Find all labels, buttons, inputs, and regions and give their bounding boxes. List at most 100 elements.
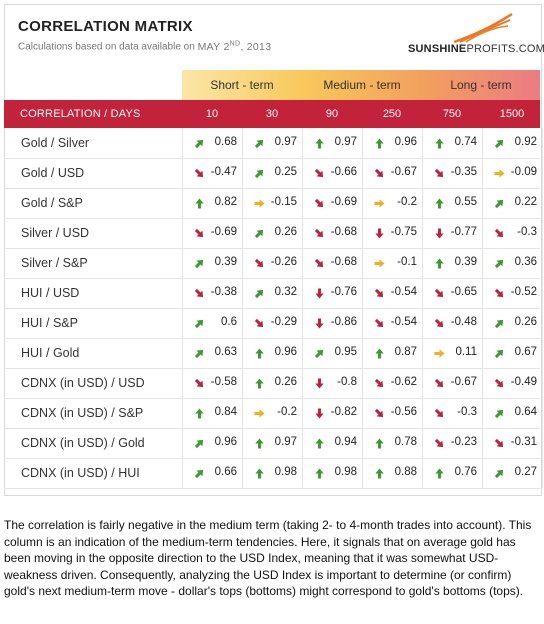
trend-up-right-icon xyxy=(494,199,504,209)
correlation-cell: 0.55 xyxy=(422,188,482,218)
correlation-value: -0.68 xyxy=(330,226,357,238)
trend-up-icon xyxy=(195,408,204,419)
page-title: CORRELATION MATRIX xyxy=(18,18,193,35)
trend-down-right-icon xyxy=(194,168,204,178)
trend-down-right-icon xyxy=(434,378,444,388)
correlation-value: 0.88 xyxy=(394,466,417,478)
correlation-value: -0.56 xyxy=(390,406,417,418)
sun-logo-icon xyxy=(453,12,513,44)
correlation-cell: 0.97 xyxy=(242,428,302,458)
correlation-cell: -0.15 xyxy=(242,188,302,218)
trend-up-icon xyxy=(435,468,444,479)
trend-up-right-icon xyxy=(314,349,324,359)
correlation-value: 0.26 xyxy=(274,226,297,238)
table-row: Silver / USD -0.69 0.26 -0.68 -0.75 -0.77 -0.3 xyxy=(4,218,540,249)
row-label: HUI / USD xyxy=(21,286,80,300)
trend-up-right-icon xyxy=(194,349,204,359)
correlation-cell: -0.35 xyxy=(422,158,482,188)
correlation-value: -0.2 xyxy=(277,406,297,418)
correlation-cell: -0.69 xyxy=(302,188,362,218)
row-label: CDNX (in USD) / HUI xyxy=(21,466,140,480)
column-divider xyxy=(542,128,543,488)
correlation-value: 0.66 xyxy=(214,466,237,478)
trend-up-icon xyxy=(315,438,324,449)
correlation-value: -0.38 xyxy=(210,286,237,298)
correlation-value: 0.97 xyxy=(274,136,297,148)
trend-down-right-icon xyxy=(434,288,444,298)
correlation-cell: -0.77 xyxy=(422,218,482,248)
trend-down-right-icon xyxy=(194,288,204,298)
trend-down-right-icon xyxy=(314,228,324,238)
correlation-value: 0.98 xyxy=(274,466,297,478)
trend-up-icon xyxy=(255,348,264,359)
correlation-value: -0.8 xyxy=(337,376,357,388)
correlation-cell: 0.96 xyxy=(182,428,242,458)
correlation-cell: 0.22 xyxy=(482,188,542,218)
trend-up-icon xyxy=(375,468,384,479)
correlation-value: 0.39 xyxy=(454,256,477,268)
correlation-cell: -0.82 xyxy=(302,398,362,428)
correlation-cell: -0.8 xyxy=(302,368,362,398)
correlation-value: -0.75 xyxy=(390,226,417,238)
correlation-value: 0.87 xyxy=(394,346,417,358)
trend-up-icon xyxy=(435,138,444,149)
row-label: CDNX (in USD) / S&P xyxy=(21,406,144,420)
trend-down-right-icon xyxy=(494,378,504,388)
trend-down-right-icon xyxy=(254,258,264,268)
correlation-cell: 0.82 xyxy=(182,188,242,218)
correlation-cell: 0.39 xyxy=(422,248,482,278)
correlation-cell: 0.26 xyxy=(482,308,542,338)
period-medium-term: Medium - term xyxy=(302,70,422,100)
correlation-cell: 0.63 xyxy=(182,338,242,368)
correlation-cell: 0.11 xyxy=(422,338,482,368)
trend-down-right-icon xyxy=(494,228,504,238)
row-label: Silver / USD xyxy=(21,226,90,240)
row-label: HUI / Gold xyxy=(21,346,80,360)
row-label: Silver / S&P xyxy=(21,256,88,270)
trend-down-right-icon xyxy=(374,288,384,298)
correlation-value: 0.11 xyxy=(455,346,477,358)
correlation-cell: -0.66 xyxy=(302,158,362,188)
correlation-value: -0.49 xyxy=(510,376,537,388)
correlation-value: -0.31 xyxy=(510,436,537,448)
correlation-cell: 0.98 xyxy=(302,458,362,488)
column-header-250: 250 xyxy=(382,108,402,120)
trend-up-icon xyxy=(255,438,264,449)
trend-up-right-icon xyxy=(254,139,264,149)
correlation-cell: 0.32 xyxy=(242,278,302,308)
correlation-cell: -0.67 xyxy=(422,368,482,398)
trend-down-right-icon xyxy=(374,168,384,178)
trend-up-right-icon xyxy=(494,409,504,419)
correlation-cell: 0.74 xyxy=(422,128,482,158)
brand-logo: SUNSHINEPROFITS.COM xyxy=(408,10,544,58)
correlation-cell: -0.65 xyxy=(422,278,482,308)
correlation-cell: 0.66 xyxy=(182,458,242,488)
correlation-cell: -0.31 xyxy=(482,428,542,458)
correlation-value: 0.26 xyxy=(274,376,297,388)
correlation-cell: -0.68 xyxy=(302,218,362,248)
trend-up-right-icon xyxy=(254,289,264,299)
trend-up-icon xyxy=(435,258,444,269)
trend-down-right-icon xyxy=(494,438,504,448)
correlation-cell: 0.88 xyxy=(362,458,422,488)
correlation-value: 0.78 xyxy=(394,436,417,448)
correlation-cell: -0.47 xyxy=(182,158,242,188)
correlation-cell: 0.94 xyxy=(302,428,362,458)
trend-down-icon xyxy=(375,228,384,239)
correlation-value: 0.26 xyxy=(514,316,537,328)
correlation-cell: 0.25 xyxy=(242,158,302,188)
correlation-cell: -0.52 xyxy=(482,278,542,308)
correlation-value: -0.29 xyxy=(270,316,297,328)
subtitle: Calculations based on data available on … xyxy=(18,40,271,53)
row-label: Gold / Silver xyxy=(21,136,90,150)
correlation-value: 0.6 xyxy=(221,316,237,328)
trend-up-right-icon xyxy=(494,139,504,149)
correlation-value: -0.77 xyxy=(450,226,477,238)
correlation-cell: 0.97 xyxy=(302,128,362,158)
correlation-value: 0.25 xyxy=(274,166,297,178)
date-year: , 2013 xyxy=(240,40,272,53)
correlation-value: -0.35 xyxy=(450,166,477,178)
correlation-cell: -0.68 xyxy=(302,248,362,278)
correlation-value: 0.39 xyxy=(214,256,237,268)
trend-up-right-icon xyxy=(494,469,504,479)
